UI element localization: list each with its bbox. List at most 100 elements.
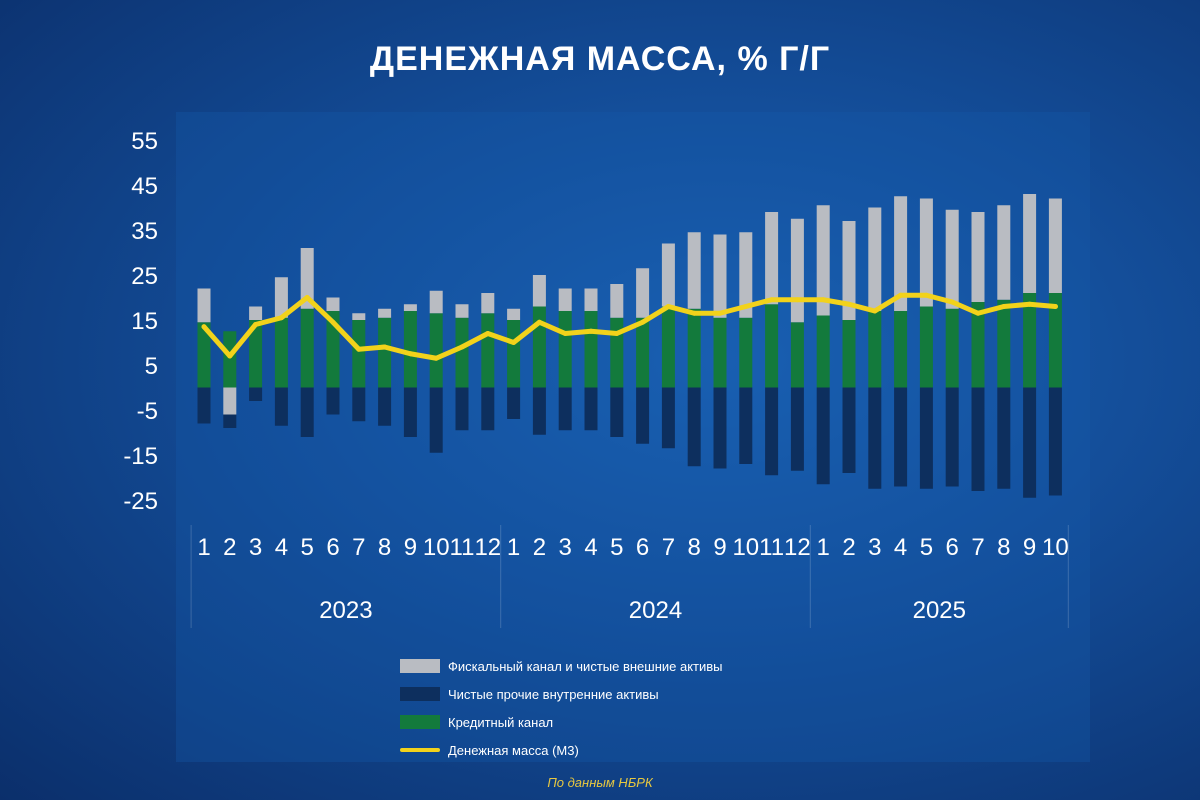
bar-fiscal — [223, 387, 237, 415]
x-tick-label: 7 — [971, 534, 984, 561]
m3-point — [923, 292, 929, 298]
x-tick-label: 12 — [474, 534, 501, 561]
m3-point — [253, 322, 259, 327]
bar-fiscal — [300, 248, 314, 309]
x-tick-label: 1 — [507, 534, 520, 561]
m3-point — [382, 344, 388, 350]
bar-credit — [1048, 293, 1062, 388]
m3-point — [769, 297, 775, 303]
x-tick-label: 3 — [868, 534, 881, 561]
m3-point — [588, 328, 594, 334]
bar-fiscal — [687, 232, 701, 309]
bar-fiscal — [636, 268, 650, 318]
m3-point — [459, 344, 465, 350]
bar-fiscal — [352, 313, 366, 320]
legend-line-m3 — [400, 748, 440, 752]
legend-label-fiscal: Фискальный канал и чистые внешние активы — [448, 658, 723, 674]
bar-fiscal — [1023, 194, 1037, 293]
x-tick-label: 12 — [784, 534, 811, 561]
x-tick-label: 2 — [842, 534, 855, 561]
x-tick-label: 9 — [404, 534, 417, 561]
bar-credit — [610, 317, 624, 388]
bar-fiscal — [274, 277, 288, 318]
bar-fiscal — [378, 308, 392, 318]
x-tick-label: 11 — [450, 534, 475, 561]
m3-point — [794, 297, 800, 303]
plot-panel — [176, 112, 1090, 762]
bar-other — [352, 387, 366, 422]
m3-point — [562, 331, 568, 336]
bar-other — [739, 387, 753, 464]
bar-other — [455, 387, 469, 431]
bar-fiscal — [249, 306, 263, 320]
bar-fiscal — [868, 207, 882, 311]
source-note: По данным НБРК — [547, 775, 653, 790]
legend-label-credit: Кредитный канал — [448, 714, 554, 730]
bar-fiscal — [403, 304, 417, 311]
legend-swatch-credit — [400, 715, 440, 729]
bar-other — [584, 387, 598, 431]
bar-other — [997, 387, 1011, 489]
bar-other — [197, 387, 211, 424]
m3-point — [278, 315, 284, 321]
bar-credit — [274, 317, 288, 388]
x-tick-label: 7 — [352, 534, 365, 561]
x-tick-label: 5 — [610, 534, 623, 561]
bar-other — [661, 387, 675, 449]
bar-credit — [687, 308, 701, 388]
bar-credit — [739, 317, 753, 388]
x-tick-label: 8 — [378, 534, 391, 561]
bar-credit — [300, 308, 314, 388]
bar-fiscal — [661, 243, 675, 307]
bar-fiscal — [919, 198, 933, 307]
m3-line — [201, 292, 1058, 361]
bar-fiscal — [894, 196, 908, 311]
x-tick-label: 1 — [197, 534, 210, 561]
bar-credit — [249, 320, 263, 388]
bar-other — [636, 387, 650, 444]
m3-point — [1052, 304, 1058, 309]
m3-point — [743, 304, 749, 309]
bar-fiscal — [997, 205, 1011, 300]
y-tick-label: 5 — [145, 353, 158, 380]
bar-other — [532, 387, 546, 435]
legend-label-m3: Денежная масса (М3) — [448, 742, 579, 758]
year-label: 2023 — [319, 597, 372, 624]
x-tick-label: 10 — [1042, 534, 1069, 561]
legend-item-fiscal: Фискальный канал и чистые внешние активы — [400, 652, 900, 680]
m3-point — [820, 297, 826, 303]
x-tick-label: 4 — [894, 534, 907, 561]
x-tick-label: 5 — [920, 534, 933, 561]
bar-other — [429, 387, 443, 453]
y-tick-label: 45 — [131, 173, 158, 200]
chart-title: ДЕНЕЖНАЯ МАССА, % Г/Г — [369, 40, 831, 78]
bar-credit — [636, 317, 650, 388]
bar-fiscal — [739, 232, 753, 318]
bar-credit — [919, 306, 933, 388]
bar-fiscal — [842, 221, 856, 320]
bar-credit — [997, 299, 1011, 388]
bar-fiscal — [455, 304, 469, 318]
bar-credit — [868, 311, 882, 388]
bar-other — [403, 387, 417, 437]
bar-credit — [816, 315, 830, 388]
bar-fiscal — [429, 290, 443, 314]
bar-other — [1023, 387, 1037, 498]
bar-other — [326, 387, 340, 415]
bar-other — [816, 387, 830, 485]
bar-other — [274, 387, 288, 426]
bar-credit — [223, 331, 237, 388]
bar-credit — [197, 322, 211, 388]
m3-point — [846, 301, 852, 307]
y-tick-label: -5 — [137, 398, 158, 425]
bar-fiscal — [532, 275, 546, 307]
bar-other — [919, 387, 933, 489]
bar-other — [971, 387, 985, 491]
bar-other — [1048, 387, 1062, 496]
bar-credit — [945, 308, 959, 388]
bar-credit — [352, 320, 366, 388]
m3-point — [1027, 301, 1033, 307]
bar-fiscal — [197, 288, 211, 323]
m3-point — [898, 292, 904, 298]
bar-other — [713, 387, 727, 469]
